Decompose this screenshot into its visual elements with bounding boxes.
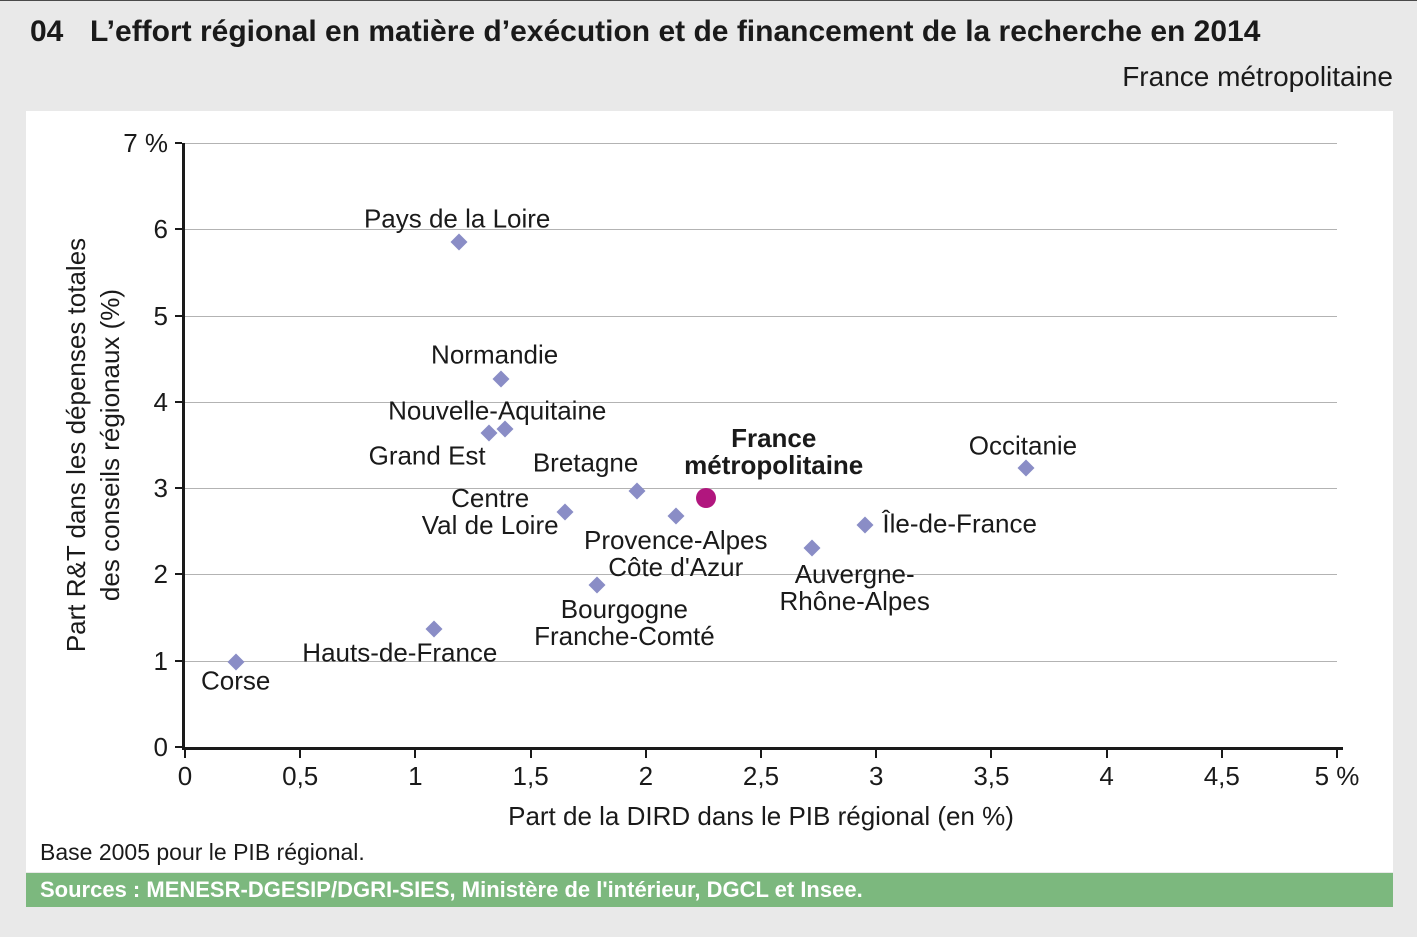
data-point-label-line: Normandie xyxy=(431,339,559,370)
data-point-label: Provence-Alpes Côte d'Azur xyxy=(583,524,768,582)
data-point-label: Auvergne- Rhône-Alpes xyxy=(779,558,930,616)
data-point-label-line: Grand Est xyxy=(368,440,486,471)
data-point-label-line: Val de Loire xyxy=(421,510,559,541)
base-note: Base 2005 pour le PIB régional. xyxy=(40,839,365,865)
data-point-label: France métropolitaine xyxy=(684,422,864,480)
x-tick xyxy=(644,750,647,758)
x-tick xyxy=(1105,750,1108,758)
data-point-label-line: Hauts-de-France xyxy=(302,637,498,668)
y-tick-label: 0 xyxy=(153,732,168,762)
y-tick xyxy=(175,573,182,576)
data-point-label: Corse xyxy=(201,665,271,696)
x-tick xyxy=(1336,750,1338,758)
data-point-marker xyxy=(803,539,821,557)
y-tick xyxy=(175,400,182,403)
data-point-marker xyxy=(425,620,443,638)
y-tick xyxy=(175,228,182,231)
x-axis-line xyxy=(182,747,1343,750)
plot-area: 0 0,5 1 1,5 2 2,5 3 3,5 4 4,5 5 % 0 1 2 3 4 5 6 7 % Corse Ha… xyxy=(123,128,1359,791)
gridline-y4 xyxy=(185,401,1337,403)
data-point-marker xyxy=(667,507,685,525)
data-point-label-line: France xyxy=(731,422,817,453)
data-point-label-line: Occitanie xyxy=(968,430,1078,461)
x-tick xyxy=(299,750,302,758)
data-point-label: Bretagne xyxy=(533,449,639,476)
data-point-label: Île-de-France xyxy=(882,508,1037,539)
gridline-y1 xyxy=(185,660,1337,662)
data-point-label-line: Centre xyxy=(451,483,530,514)
data-point-label: Nouvelle-Aquitaine xyxy=(388,395,607,426)
gridline-y3 xyxy=(185,488,1337,490)
data-point-marker xyxy=(450,233,468,251)
y-tick-label: 6 xyxy=(153,214,168,245)
x-tick xyxy=(760,750,762,758)
gridline-y5 xyxy=(185,315,1337,317)
y-tick-label: 1 xyxy=(153,645,168,676)
x-tick-label: 4 xyxy=(1099,761,1114,791)
y-tick xyxy=(175,314,182,317)
data-point-label-line: Franche-Comté xyxy=(534,620,715,651)
data-point-label-line: Provence-Alpes xyxy=(583,524,768,555)
x-tick xyxy=(1220,750,1223,758)
y-tick xyxy=(175,659,182,662)
data-point-label-line: Auvergne- xyxy=(794,558,915,589)
x-tick-label: 2,5 xyxy=(742,761,780,791)
data-point-marker xyxy=(628,482,646,500)
data-point-label: Centre Val de Loire xyxy=(422,485,559,539)
data-point-label-line: Nouvelle-Aquitaine xyxy=(388,395,607,426)
data-point-marker xyxy=(1017,459,1035,477)
figure-number: 04 xyxy=(30,15,64,48)
data-point-marker xyxy=(480,424,498,442)
y-tick-label: 5 xyxy=(153,300,168,331)
x-tick xyxy=(529,750,532,758)
x-tick xyxy=(414,750,417,758)
y-tick xyxy=(175,142,182,144)
page-title: L’effort régional en matière d’exécution… xyxy=(90,15,1261,48)
data-point-label: Pays de la Loire xyxy=(363,203,551,234)
x-tick xyxy=(875,750,878,758)
y-tick xyxy=(175,487,182,490)
x-tick-label: 1 xyxy=(408,761,423,791)
gridline-y2 xyxy=(185,574,1337,576)
data-point-label-line: Bourgogne xyxy=(560,593,689,624)
data-point-label: Normandie xyxy=(431,339,559,370)
y-tick-label: 2 xyxy=(153,559,168,590)
gridline-y7 xyxy=(185,143,1337,144)
data-point-label: Bourgogne Franche-Comté xyxy=(534,593,715,651)
data-point-label-line: Côte d'Azur xyxy=(608,551,744,582)
data-point-marker xyxy=(556,503,574,521)
y-tick-label: 4 xyxy=(153,386,168,417)
x-tick-label: 5 % xyxy=(1314,761,1360,791)
data-point-label: Hauts-de-France xyxy=(302,639,497,666)
data-point-label: Grand Est xyxy=(369,442,486,469)
data-point-marker xyxy=(492,370,510,388)
data-point-label-line: Rhône-Alpes xyxy=(779,585,930,616)
highlight-point-marker xyxy=(695,487,716,508)
x-tick-label: 2 xyxy=(638,761,654,791)
y-axis-line xyxy=(182,143,185,750)
x-tick-label: 0 xyxy=(177,761,193,791)
x-tick-label: 0,5 xyxy=(282,761,319,791)
x-tick-label: 4,5 xyxy=(1203,761,1240,791)
x-axis-title: Part de la DIRD dans le PIB régional (en… xyxy=(508,801,1014,831)
data-point-label-line: métropolitaine xyxy=(684,449,864,480)
data-point-label-line: Pays de la Loire xyxy=(363,203,551,234)
y-tick-label: 7 % xyxy=(123,128,168,158)
x-tick-label: 1,5 xyxy=(512,761,549,791)
data-point-label-line: Bretagne xyxy=(532,447,639,478)
data-point-label-line: Corse xyxy=(201,665,271,696)
data-point-label-line: Île-de-France xyxy=(882,508,1037,539)
x-tick xyxy=(990,750,993,758)
gridline-y6 xyxy=(185,229,1337,231)
x-tick-label: 3 xyxy=(868,761,884,791)
x-tick-label: 3,5 xyxy=(973,761,1010,791)
y-tick xyxy=(175,746,182,748)
y-tick-label: 3 xyxy=(153,473,168,504)
page-subtitle: France métropolitaine xyxy=(1122,61,1393,92)
x-tick xyxy=(184,750,186,758)
data-point-label: Occitanie xyxy=(968,430,1078,461)
source-bar: Sources : MENESR-DGESIP/DGRI-SIES, Minis… xyxy=(26,873,1393,907)
data-point-marker xyxy=(856,516,874,534)
